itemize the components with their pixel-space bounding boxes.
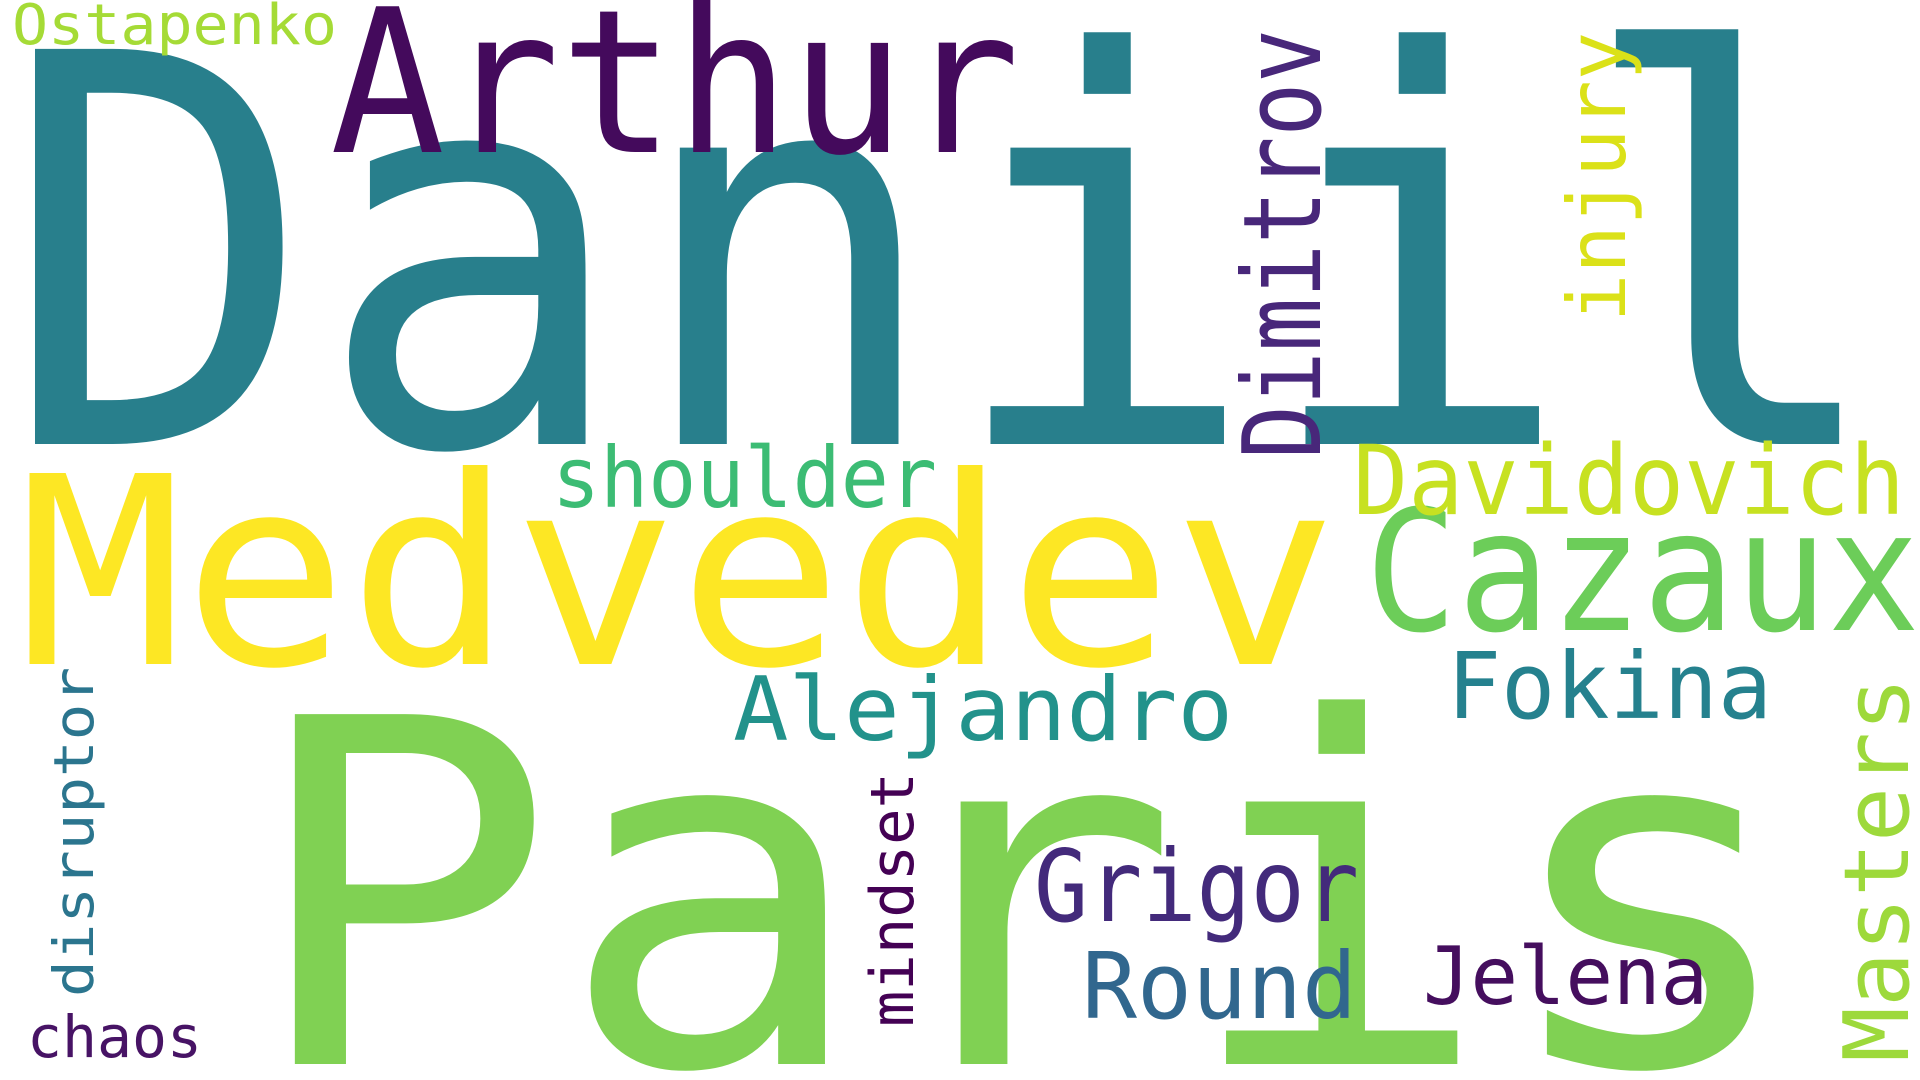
word-mindset: mindset <box>858 772 928 1027</box>
word-grigor: Grigor <box>1034 828 1359 945</box>
word-daniil: Daniil <box>0 0 1890 572</box>
word-paris: Paris <box>245 619 1805 1080</box>
word-ostapenko: Ostapenko <box>12 0 337 58</box>
word-cazaux: Cazaux <box>1365 474 1920 670</box>
word-masters: Masters <box>1825 677 1920 1062</box>
word-shoulder: shoulder <box>552 429 937 527</box>
word-disruptor: disruptor <box>42 667 106 997</box>
word-davidovich: Davidovich <box>1353 425 1905 537</box>
word-medvedev: Medvedev <box>18 421 1338 726</box>
word-round: Round <box>1082 933 1357 1040</box>
word-chaos: chaos <box>27 1003 202 1071</box>
word-jelena: Jelena <box>1423 930 1708 1023</box>
word-dimitrov: Dimitrov <box>1221 29 1346 459</box>
word-fokina: Fokina <box>1447 633 1772 740</box>
word-arthur: Arthur <box>330 0 1020 200</box>
word-injury: injury <box>1551 32 1644 322</box>
word-alejandro: Alejandro <box>733 658 1233 761</box>
